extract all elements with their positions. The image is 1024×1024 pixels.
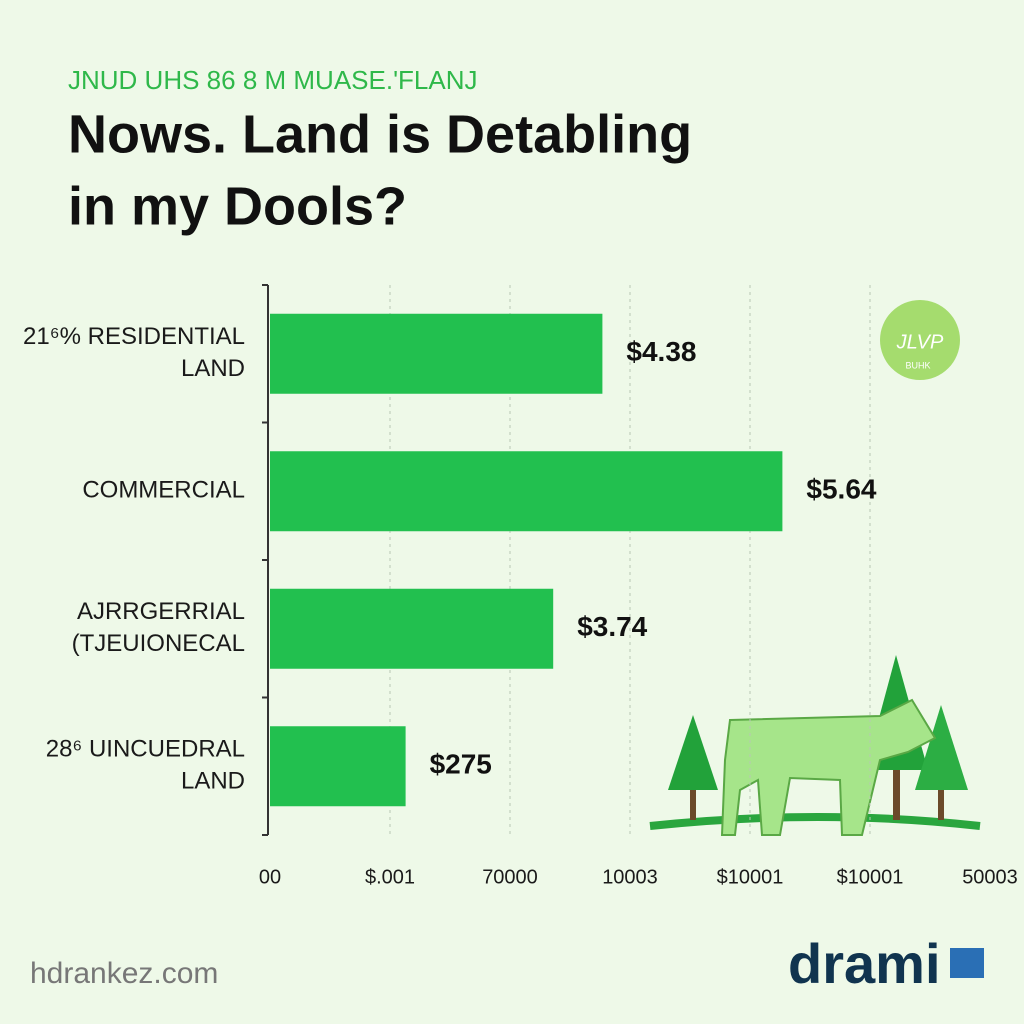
y-tick-label: AJRRGERRIAL (77, 598, 245, 625)
x-tick-label: 50003 (962, 866, 1018, 888)
x-tick-label: 70000 (482, 866, 538, 888)
tree (915, 705, 968, 790)
bar (270, 451, 783, 532)
x-tick-label: $.001 (365, 866, 415, 888)
cow (720, 698, 937, 836)
illustration: JLVP BUHK (649, 300, 981, 836)
x-tick-label: 00 (259, 866, 281, 888)
ground (649, 813, 981, 830)
chart-title: in my Dools? (68, 176, 407, 236)
chart-title: Nows. Land is Detabling (68, 104, 692, 164)
y-tick-label: COMMERCIAL (82, 477, 245, 504)
footer: hdrankez.com (30, 957, 218, 990)
bar-annotation: $275 (430, 749, 492, 780)
y-tick-label: LAND (181, 355, 245, 382)
x-tick-label: $10001 (717, 866, 784, 888)
trunk (690, 770, 696, 820)
tree (668, 715, 718, 790)
badge-text: JLVP (896, 331, 944, 353)
chart-subtitle: JNUD UHS 86 8 M MUASE.'FLANJ (68, 65, 478, 95)
bar-annotation: $4.38 (626, 336, 696, 367)
y-tick-label: (TJEUIONEC​AL (72, 630, 245, 657)
logo: drami (788, 932, 941, 995)
trunk (893, 740, 900, 820)
badge-text: BUHK (905, 360, 930, 370)
y-tick-label: 21⁶% RESIDENTIAL (23, 323, 245, 350)
x-tick-label: $10001 (837, 866, 904, 888)
bar (270, 726, 406, 807)
y-tick-label: LAND (181, 768, 245, 795)
logo-mark (950, 948, 984, 978)
bar-annotation: $5.64 (806, 474, 876, 505)
bar (270, 588, 554, 669)
bar (270, 313, 603, 394)
badge (880, 300, 960, 380)
y-tick-label: 28⁶ UINCUEDRAL (46, 736, 245, 763)
bar-annotation: $3.74 (577, 611, 647, 642)
x-tick-label: 10003 (602, 866, 658, 888)
trunk (938, 770, 944, 820)
